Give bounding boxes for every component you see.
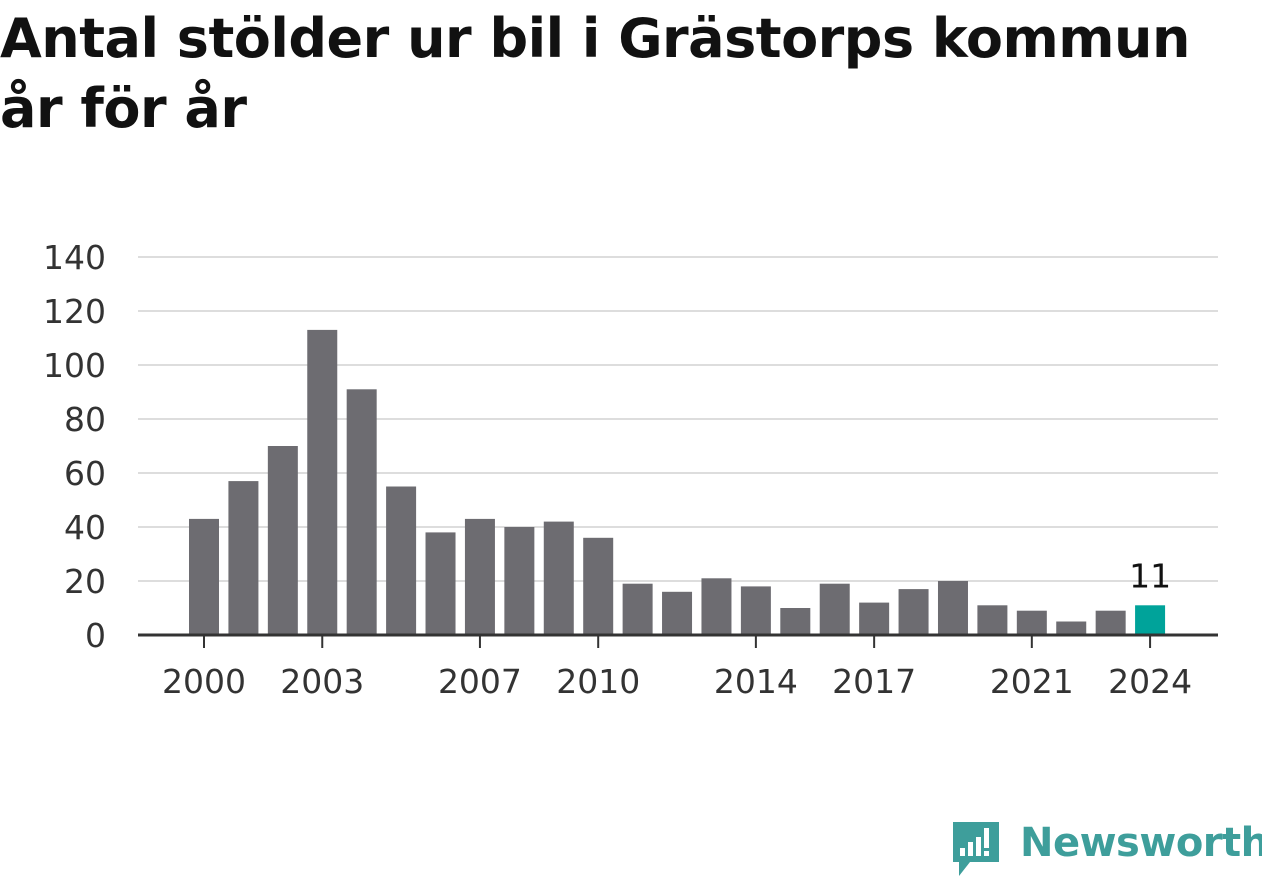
y-tick-label: 100 [43,346,106,385]
bar [859,602,890,635]
y-tick-label: 0 [85,616,106,655]
bar [819,583,850,635]
brand-name: Newsworthy [1020,820,1262,866]
x-tick-label: 2014 [714,662,798,701]
bar [1056,621,1087,635]
bar [464,518,495,635]
y-tick-label: 40 [64,508,106,547]
bar [583,537,614,635]
newsworthy-logo-icon [953,822,999,876]
x-tick-label: 2024 [1108,662,1192,701]
bar [267,446,298,635]
bar [1095,610,1126,635]
bars [189,329,1166,635]
data-labels: 11 [1129,556,1171,595]
bar [425,532,456,635]
x-axis: 2000 2003 2007 2010 2014 2017 2021 2024 [138,633,1218,701]
y-tick-label: 80 [64,400,106,439]
y-tick-label: 120 [43,292,106,331]
bar [386,486,417,635]
bar [662,591,693,635]
y-tick-label: 60 [64,454,106,493]
chart-title-line-1: Antal stölder ur bil i Grästorps kommun [0,7,1190,70]
brand-logo: Newsworthy [950,818,1262,880]
chart-title: Antal stölder ur bil i Grästorps kommun … [0,4,1262,144]
bar [228,481,259,635]
bar [307,329,338,635]
bar [543,521,574,635]
y-tick-label: 20 [64,562,106,601]
x-tick-label: 2000 [162,662,246,701]
bar [346,389,377,635]
bar [898,589,929,635]
x-tick-label: 2017 [832,662,916,701]
y-axis-ticks: 0 20 40 60 80 100 120 140 [43,238,106,655]
bar-highlight [1135,605,1166,635]
x-tick-label: 2010 [556,662,640,701]
bar [937,581,968,635]
data-label: 11 [1129,556,1171,595]
chart-title-line-2: år för år [0,77,247,140]
y-tick-label: 140 [43,238,106,277]
bar [780,608,811,635]
bar [189,518,219,635]
bar [504,527,535,635]
bar [977,605,1008,635]
x-tick-label: 2021 [990,662,1074,701]
bar [701,578,732,635]
x-tick-label: 2003 [280,662,364,701]
bar [622,583,653,635]
bar [1016,610,1047,635]
x-tick-label: 2007 [438,662,522,701]
gridlines [138,256,1218,582]
bar [740,586,771,635]
